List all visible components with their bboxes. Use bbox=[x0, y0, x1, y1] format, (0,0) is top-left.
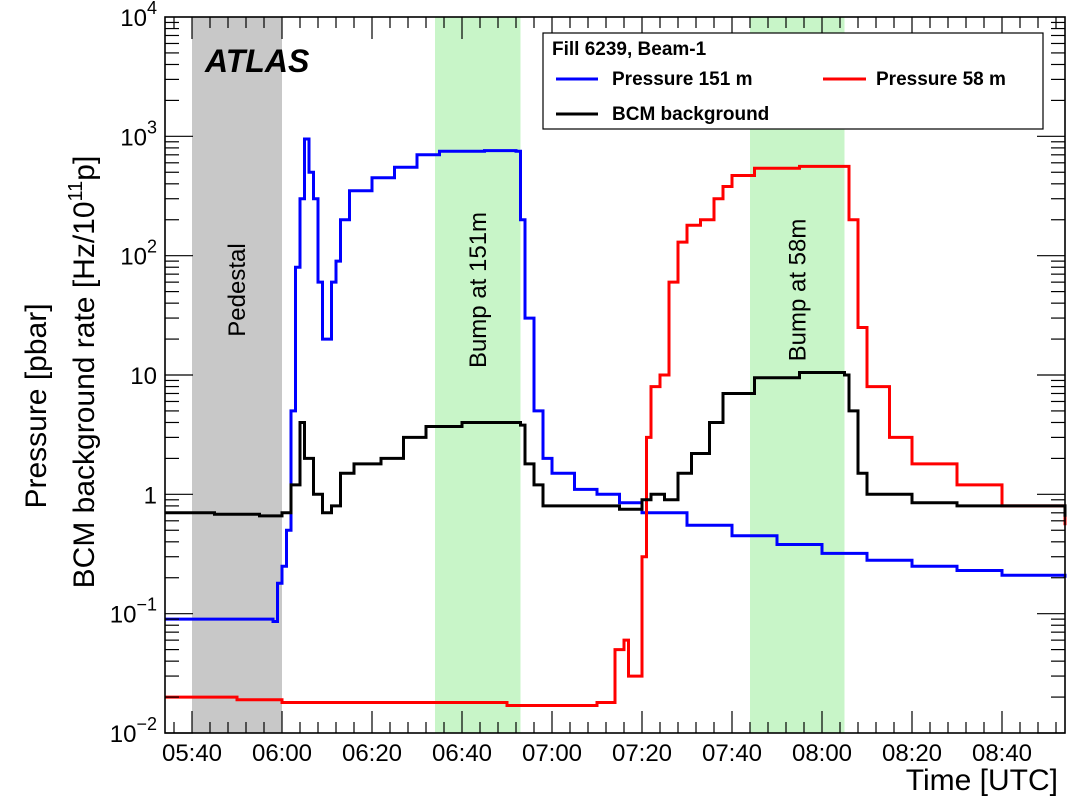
x-tick-label: 05:40 bbox=[162, 740, 222, 767]
band-label-layer: Pedestal Bump at 151m Bump at 58m bbox=[224, 212, 811, 368]
series-layer bbox=[165, 137, 1067, 707]
y-tick-label: 1 bbox=[144, 482, 157, 509]
x-tick-label: 08:40 bbox=[972, 740, 1032, 767]
band-label-bump-at-58m: Bump at 58m bbox=[784, 219, 811, 362]
band-pedestal bbox=[192, 17, 282, 733]
y-axis-title-line2-prefix: BCM background rate [Hz/10 bbox=[68, 201, 101, 588]
x-tick-label: 06:40 bbox=[432, 740, 492, 767]
x-tick-label: 08:20 bbox=[882, 740, 942, 767]
x-tick-label: 07:20 bbox=[612, 740, 672, 767]
band-bump-at-151m bbox=[435, 17, 521, 733]
x-tick-label: 06:20 bbox=[342, 740, 402, 767]
legend-label-bcm-background: BCM background bbox=[612, 104, 769, 125]
band-label-bump-at-151m: Bump at 151m bbox=[465, 212, 492, 368]
x-tick-label: 06:00 bbox=[252, 740, 312, 767]
tick-label-layer: 05:40 06:00 06:20 06:40 07:00 07:20 07:40 08:00… bbox=[110, 0, 1032, 767]
y-axis-title-line2-sup: 11 bbox=[65, 181, 87, 202]
legend-box bbox=[542, 32, 1044, 130]
x-tick-label: 07:40 bbox=[702, 740, 762, 767]
legend-title: Fill 6239, Beam-1 bbox=[552, 39, 707, 60]
x-axis-title: Time [UTC] bbox=[906, 764, 1058, 797]
y-axis-title-line1: Pressure [pbar] bbox=[20, 303, 53, 508]
y-tick-label: 10−1 bbox=[110, 595, 157, 629]
y-axis-title-line2-suffix: p] bbox=[68, 156, 101, 181]
y-tick-label: 102 bbox=[120, 237, 157, 271]
legend: Fill 6239, Beam-1 Pressure 151 m Pressur… bbox=[542, 32, 1044, 130]
band-layer bbox=[192, 17, 845, 733]
band-bump-at-58m bbox=[750, 17, 845, 733]
y-tick-label: 10−2 bbox=[110, 714, 157, 748]
series-line-bcm-background bbox=[165, 371, 1067, 518]
atlas-label: ATLAS bbox=[204, 43, 310, 79]
legend-label-pressure-151m: Pressure 151 m bbox=[612, 69, 753, 90]
x-tick-label: 07:00 bbox=[522, 740, 582, 767]
y-tick-label: 10 bbox=[130, 363, 157, 390]
legend-label-pressure-58m: Pressure 58 m bbox=[876, 69, 1006, 90]
y-axis-title-line2: BCM background rate [Hz/1011p] bbox=[65, 156, 101, 589]
y-tick-label: 103 bbox=[120, 117, 157, 151]
band-label-pedestal: Pedestal bbox=[224, 243, 251, 336]
x-tick-label: 08:00 bbox=[792, 740, 852, 767]
series-line-pressure-151-m bbox=[165, 137, 1067, 623]
series-line-pressure-58-m bbox=[165, 164, 1067, 707]
y-tick-label: 104 bbox=[120, 0, 157, 32]
